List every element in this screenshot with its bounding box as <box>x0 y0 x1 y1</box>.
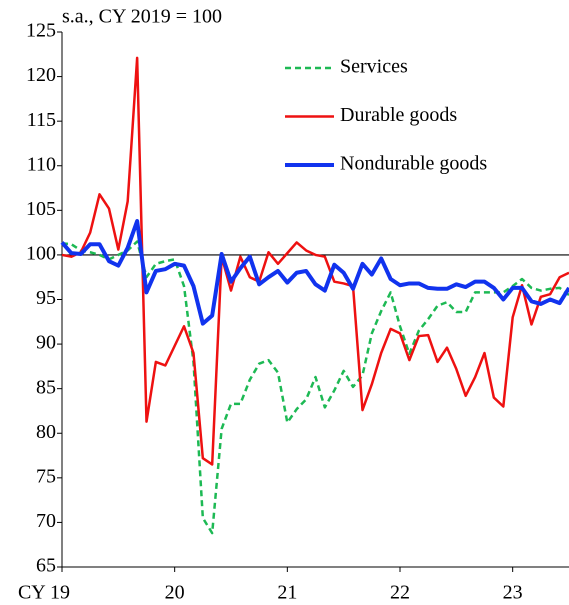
series-line <box>61 56 569 466</box>
x-tick-label: 20 <box>165 582 185 604</box>
y-tick-label: 85 <box>36 376 56 398</box>
series-line <box>60 219 569 326</box>
y-tick-label: 80 <box>36 421 56 443</box>
y-tick-label: 115 <box>27 109 56 131</box>
y-tick-label: 125 <box>26 20 56 42</box>
legend-label: Nondurable goods <box>340 153 487 175</box>
y-tick-label: 65 <box>36 555 56 577</box>
x-tick-label: 22 <box>390 582 410 604</box>
y-tick-label: 120 <box>26 64 56 86</box>
y-tick-label: 95 <box>36 287 56 309</box>
y-tick-label: 90 <box>36 332 56 354</box>
legend-label: Durable goods <box>340 104 457 126</box>
y-tick-label: 75 <box>36 465 56 487</box>
y-tick-label: 105 <box>26 198 56 220</box>
x-tick-label: 23 <box>503 582 523 604</box>
y-tick-label: 100 <box>26 243 56 265</box>
x-tick-label: 21 <box>277 582 297 604</box>
x-tick-label: CY 19 <box>18 582 70 604</box>
y-tick-label: 70 <box>36 510 56 532</box>
legend-label: Services <box>340 56 408 78</box>
chart-subtitle: s.a., CY 2019 = 100 <box>62 6 222 28</box>
y-tick-label: 110 <box>27 153 56 175</box>
